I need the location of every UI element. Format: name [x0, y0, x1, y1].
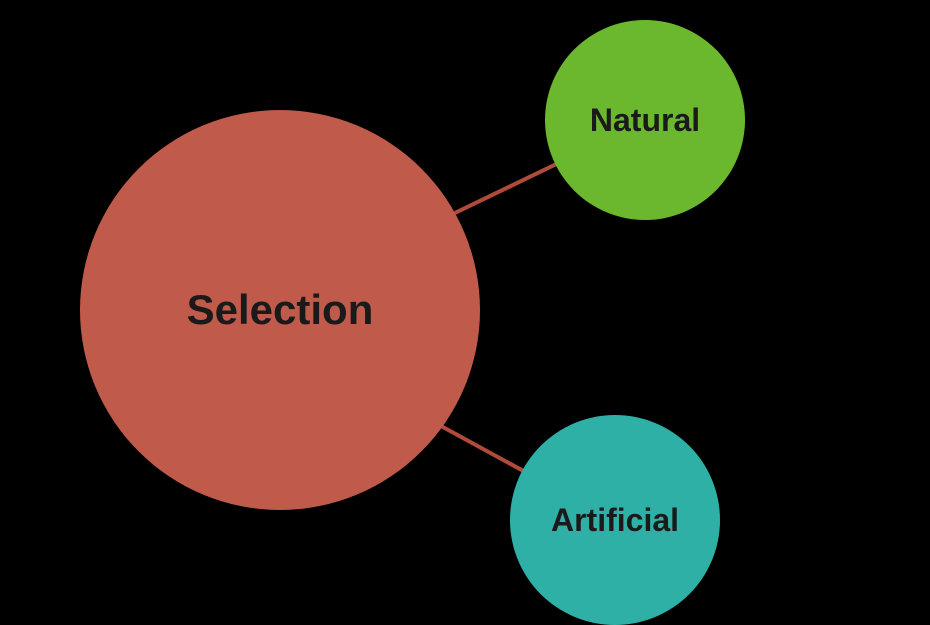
node-selection-label: Selection — [187, 286, 374, 334]
mind-map-diagram: Selection Natural Artificial — [0, 0, 930, 620]
node-artificial: Artificial — [510, 415, 720, 625]
node-artificial-label: Artificial — [551, 502, 679, 539]
node-selection: Selection — [80, 110, 480, 510]
node-natural-label: Natural — [590, 102, 700, 139]
node-natural: Natural — [545, 20, 745, 220]
